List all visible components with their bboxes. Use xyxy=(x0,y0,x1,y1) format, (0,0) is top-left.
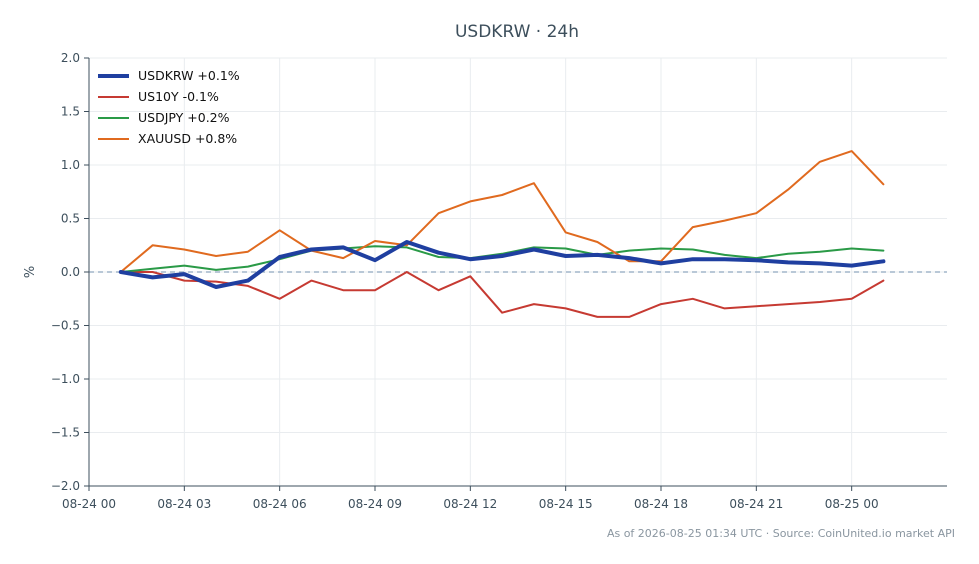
y-tick-label: 0.5 xyxy=(61,212,80,226)
series-line-usdjpy xyxy=(119,245,885,273)
x-tick-label: 08-24 09 xyxy=(348,497,402,511)
legend-entry-label: USDJPY +0.2% xyxy=(138,110,230,125)
x-tick-label: 08-24 03 xyxy=(157,497,211,511)
chart-title: USDKRW · 24h xyxy=(455,22,579,42)
x-axis-ticks: 08-24 00 08-24 03 08-24 06 08-24 09 08-24 12… xyxy=(62,486,879,511)
x-tick-label: 08-24 12 xyxy=(443,497,497,511)
series-line-usdkrw xyxy=(118,240,886,289)
y-tick-label: −1.0 xyxy=(51,372,80,386)
y-tick-label: 1.5 xyxy=(61,105,80,119)
y-axis-ticks: 2.0 1.5 1.0 0.5 0.0 −0.5 −1.0 −1.5 −2.0 xyxy=(51,51,89,493)
x-tick-label: 08-24 15 xyxy=(539,497,593,511)
y-tick-label: 0.0 xyxy=(61,265,80,279)
x-tick-label: 08-25 00 xyxy=(825,497,879,511)
legend-entry-label: USDKRW +0.1% xyxy=(138,68,240,83)
x-tick-label: 08-24 00 xyxy=(62,497,116,511)
legend-entry-label: XAUUSD +0.8% xyxy=(138,131,237,146)
chart-footer: As of 2026-08-25 01:34 UTC · Source: Coi… xyxy=(607,527,955,540)
x-tick-label: 08-24 06 xyxy=(253,497,307,511)
y-tick-label: −2.0 xyxy=(51,479,80,493)
series-line-xauusd xyxy=(119,150,885,273)
y-tick-label: −1.5 xyxy=(51,426,80,440)
y-tick-label: 2.0 xyxy=(61,51,80,65)
y-tick-label: 1.0 xyxy=(61,158,80,172)
series-line-us10y xyxy=(119,271,885,318)
y-axis-label: % xyxy=(23,266,38,278)
y-tick-label: −0.5 xyxy=(51,319,80,333)
x-tick-label: 08-24 18 xyxy=(634,497,688,511)
legend-entry-label: US10Y -0.1% xyxy=(138,89,219,104)
chart-grid xyxy=(88,57,947,487)
x-tick-label: 08-24 21 xyxy=(729,497,783,511)
chart-series xyxy=(118,150,886,318)
chart-legend: USDKRW +0.1% US10Y -0.1% USDJPY +0.2% XAUUS… xyxy=(98,68,240,146)
